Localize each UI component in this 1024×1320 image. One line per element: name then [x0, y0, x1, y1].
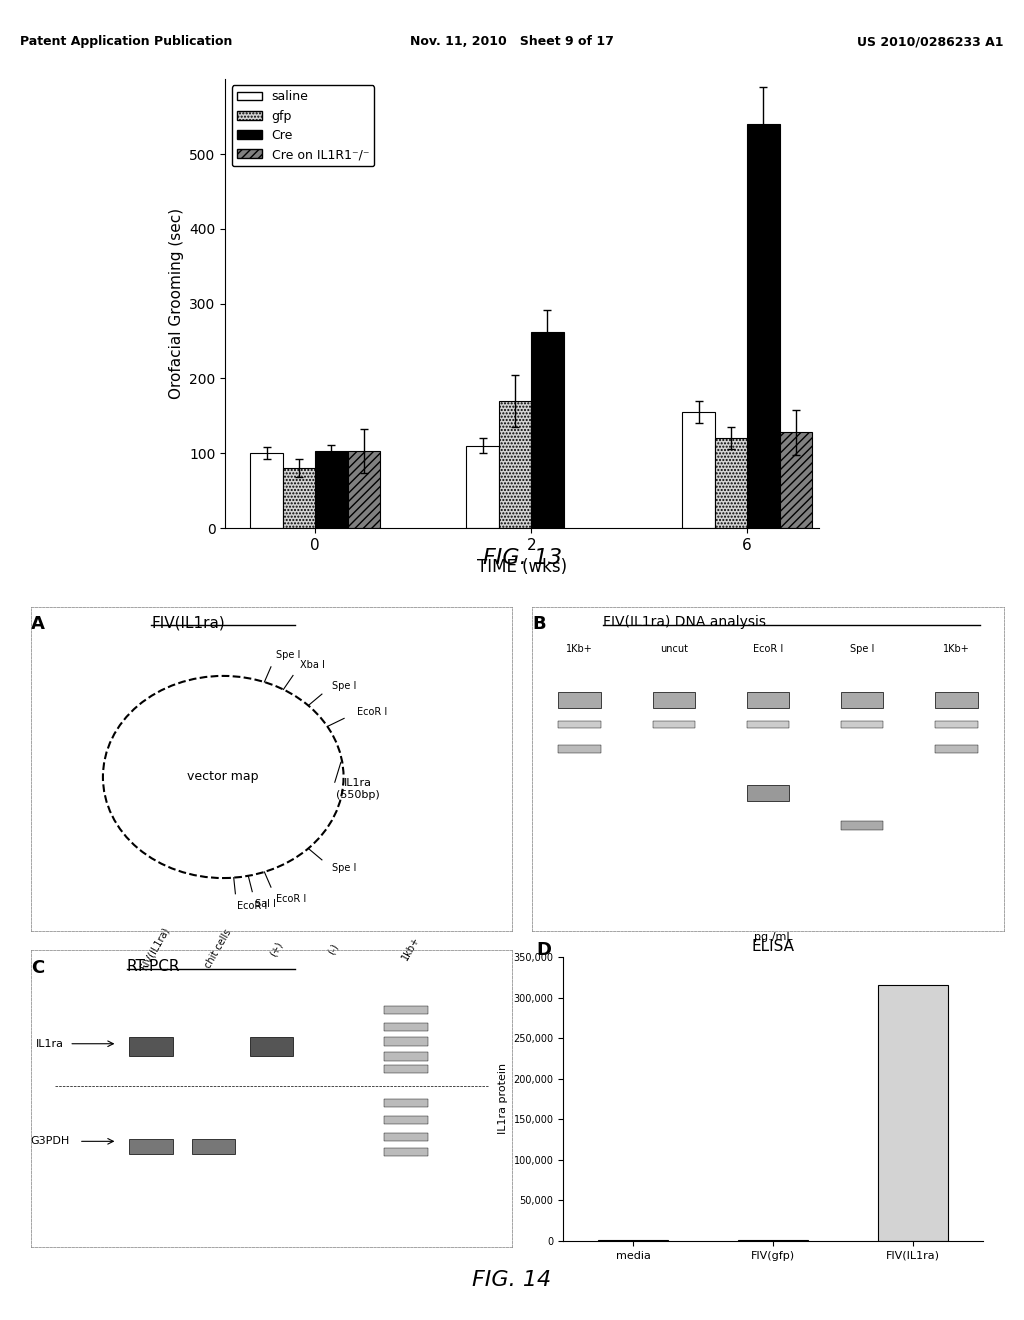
Text: US 2010/0286233 A1: US 2010/0286233 A1	[857, 36, 1004, 48]
FancyBboxPatch shape	[558, 721, 601, 729]
FancyBboxPatch shape	[746, 721, 790, 729]
Text: chit cells: chit cells	[203, 928, 233, 970]
Bar	[467, 446, 499, 528]
FancyBboxPatch shape	[384, 1098, 428, 1107]
FancyBboxPatch shape	[129, 1139, 173, 1154]
Text: Nov. 11, 2010   Sheet 9 of 17: Nov. 11, 2010 Sheet 9 of 17	[410, 36, 614, 48]
FancyBboxPatch shape	[558, 692, 601, 709]
Bar	[779, 432, 812, 528]
Text: uncut: uncut	[659, 644, 688, 653]
FancyBboxPatch shape	[384, 1115, 428, 1125]
Text: 1Kb+: 1Kb+	[943, 644, 970, 653]
Text: Xba I: Xba I	[300, 660, 325, 671]
Legend: saline, gfp, Cre, Cre on IL1R1⁻/⁻: saline, gfp, Cre, Cre on IL1R1⁻/⁻	[231, 86, 374, 166]
X-axis label: TIME (wks): TIME (wks)	[477, 558, 567, 577]
Bar	[682, 412, 715, 528]
Bar	[251, 453, 283, 528]
Text: EcoR I: EcoR I	[237, 900, 267, 911]
FancyBboxPatch shape	[384, 1038, 428, 1045]
FancyBboxPatch shape	[935, 721, 978, 729]
FancyBboxPatch shape	[841, 821, 884, 829]
FancyBboxPatch shape	[558, 746, 601, 752]
Text: Sal I: Sal I	[255, 899, 276, 908]
FancyBboxPatch shape	[384, 1006, 428, 1014]
Bar	[531, 333, 563, 528]
Text: Spe I: Spe I	[850, 644, 874, 653]
FancyBboxPatch shape	[384, 1065, 428, 1073]
Bar	[715, 438, 748, 528]
Bar	[348, 451, 380, 528]
Text: IL1ra: IL1ra	[36, 1039, 63, 1049]
Text: Spe I: Spe I	[332, 863, 356, 874]
Bar	[879, 985, 948, 1241]
FancyBboxPatch shape	[384, 1133, 428, 1142]
Text: (+): (+)	[267, 940, 284, 958]
FancyBboxPatch shape	[841, 721, 884, 729]
FancyBboxPatch shape	[841, 692, 884, 709]
Y-axis label: IL1ra protein: IL1ra protein	[498, 1064, 508, 1134]
Text: C: C	[31, 958, 44, 977]
Text: FIV(IL1ra): FIV(IL1ra)	[139, 925, 171, 972]
FancyBboxPatch shape	[384, 1052, 428, 1061]
FancyBboxPatch shape	[652, 721, 695, 729]
FancyBboxPatch shape	[129, 1038, 173, 1056]
Text: Spe I: Spe I	[275, 651, 300, 660]
Text: 1kb+: 1kb+	[399, 935, 421, 962]
Text: pg./mL: pg./mL	[754, 932, 793, 942]
Text: IL1ra
(550bp): IL1ra (550bp)	[336, 779, 380, 800]
Bar	[283, 469, 315, 528]
Title: ELISA: ELISA	[752, 940, 795, 954]
Text: Patent Application Publication: Patent Application Publication	[20, 36, 232, 48]
FancyBboxPatch shape	[746, 785, 790, 801]
Text: G3PDH: G3PDH	[31, 1137, 70, 1146]
Text: FIV(IL1ra): FIV(IL1ra)	[152, 615, 225, 630]
Text: D: D	[537, 941, 552, 960]
Bar	[499, 401, 531, 528]
FancyBboxPatch shape	[250, 1038, 293, 1056]
FancyBboxPatch shape	[384, 1023, 428, 1031]
FancyBboxPatch shape	[384, 1147, 428, 1156]
Bar	[315, 451, 348, 528]
FancyBboxPatch shape	[746, 692, 790, 709]
Text: FIG. 13: FIG. 13	[482, 548, 562, 568]
Text: 1Kb+: 1Kb+	[566, 644, 593, 653]
FancyBboxPatch shape	[935, 746, 978, 752]
FancyBboxPatch shape	[935, 692, 978, 709]
Bar	[748, 124, 779, 528]
Text: EcoR I: EcoR I	[275, 894, 306, 904]
Text: FIV(IL1ra) DNA analysis: FIV(IL1ra) DNA analysis	[603, 615, 766, 630]
Text: A: A	[31, 615, 45, 634]
Text: RT-PCR: RT-PCR	[127, 958, 180, 974]
FancyBboxPatch shape	[191, 1139, 236, 1154]
Y-axis label: Orofacial Grooming (sec): Orofacial Grooming (sec)	[169, 209, 183, 399]
Text: FIG. 14: FIG. 14	[472, 1270, 552, 1291]
FancyBboxPatch shape	[652, 692, 695, 709]
Text: EcoR I: EcoR I	[356, 708, 387, 717]
Text: vector map: vector map	[187, 771, 259, 784]
Text: Spe I: Spe I	[332, 681, 356, 690]
Text: (-): (-)	[327, 941, 341, 956]
Text: EcoR I: EcoR I	[753, 644, 783, 653]
Text: B: B	[532, 615, 546, 634]
